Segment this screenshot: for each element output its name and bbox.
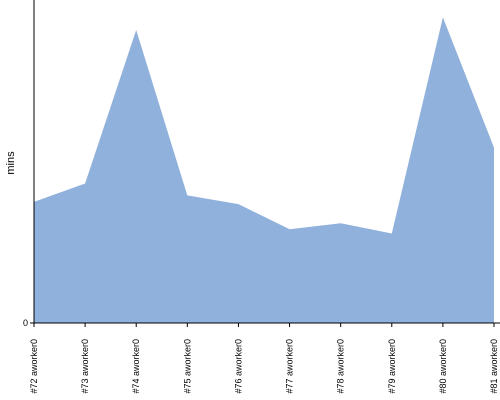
x-tick-group (33, 323, 495, 327)
x-tick-label: #74 aworker0 (131, 339, 141, 394)
plot-area (34, 17, 494, 324)
x-tick-label: #76 aworker0 (233, 339, 243, 394)
x-tick-label: #72 aworker0 (29, 339, 39, 394)
y-axis-title: mins (5, 151, 17, 175)
x-tick-label: #77 aworker0 (285, 339, 295, 394)
x-tick-label-group: #72 aworker0 #73 aworker0 #74 aworker0 #75 … (29, 339, 499, 394)
x-tick-label: #81 aworker0 (489, 339, 499, 394)
series-area (34, 17, 494, 324)
x-tick-label: #75 aworker0 (182, 339, 192, 394)
x-tick-label: #80 aworker0 (438, 339, 448, 394)
x-tick-label: #73 aworker0 (80, 339, 90, 394)
x-tick-label: #79 aworker0 (387, 339, 397, 394)
x-tick-label: #78 aworker0 (336, 339, 346, 394)
y-tick-label-zero: 0 (23, 318, 28, 328)
